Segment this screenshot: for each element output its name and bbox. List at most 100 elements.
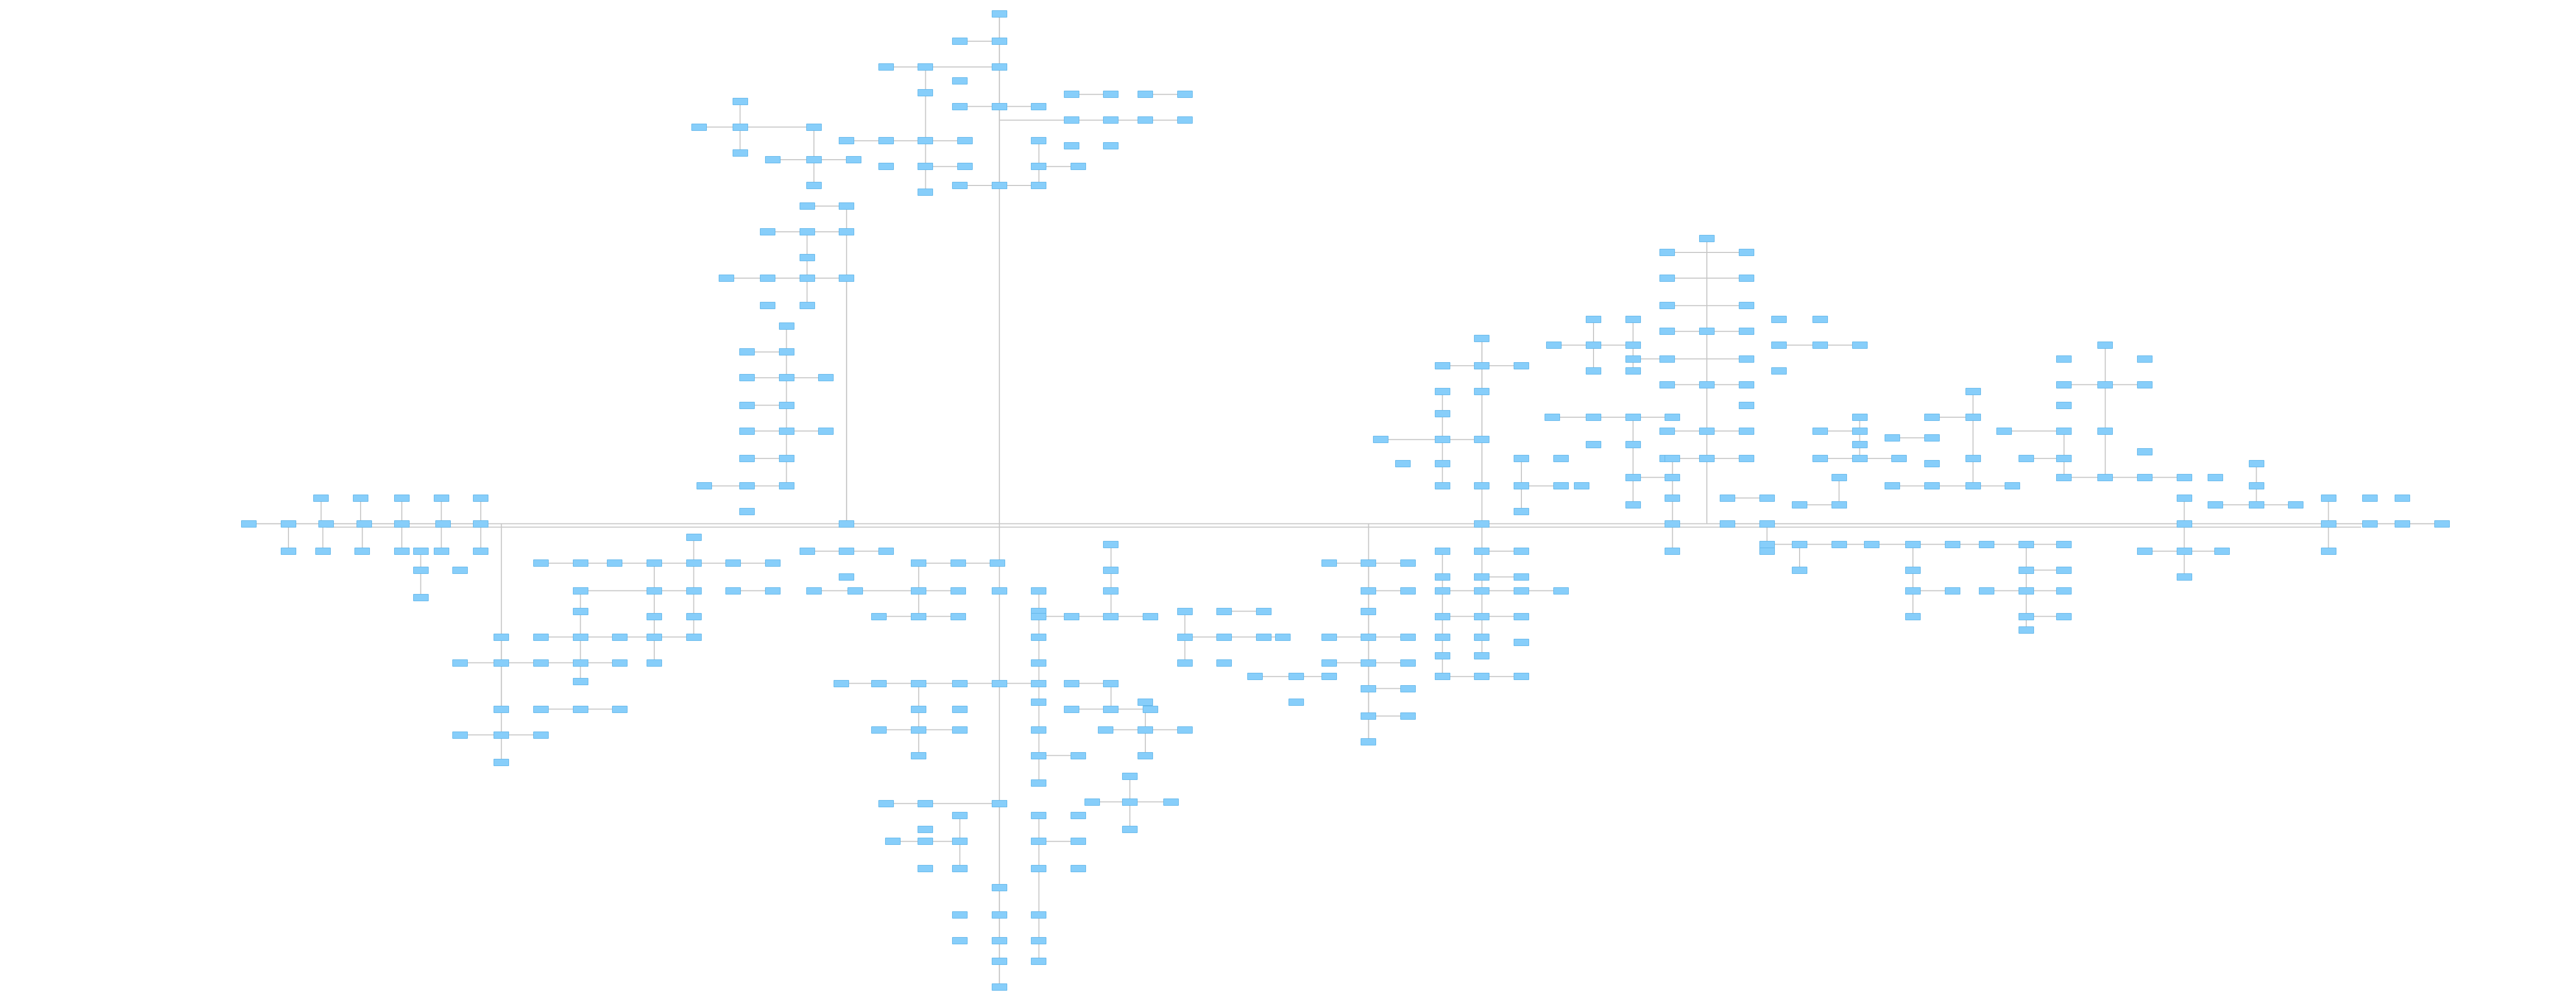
mind-map-node[interactable]: [533, 659, 549, 667]
mind-map-node[interactable]: [2056, 355, 2072, 363]
mind-map-node[interactable]: [1071, 752, 1086, 759]
mind-map-node[interactable]: [1138, 116, 1153, 124]
mind-map-node[interactable]: [2019, 541, 2034, 548]
mind-map-node[interactable]: [353, 495, 368, 502]
mind-map-node[interactable]: [739, 402, 755, 409]
mind-map-node[interactable]: [1275, 634, 1291, 641]
mind-map-node[interactable]: [2137, 548, 2153, 555]
mind-map-node[interactable]: [918, 800, 933, 807]
mind-map-node[interactable]: [2137, 355, 2153, 363]
mind-map-node[interactable]: [952, 680, 968, 687]
mind-map-node[interactable]: [952, 865, 968, 872]
mind-map-node[interactable]: [911, 587, 926, 595]
mind-map-node[interactable]: [686, 534, 702, 541]
mind-map-node[interactable]: [1064, 91, 1079, 98]
mind-map-node[interactable]: [760, 228, 775, 235]
mind-map-node[interactable]: [2177, 495, 2192, 502]
mind-map-node[interactable]: [1625, 441, 1641, 448]
mind-map-node[interactable]: [839, 573, 854, 581]
mind-map-node[interactable]: [1474, 587, 1489, 595]
mind-map-node[interactable]: [1031, 865, 1046, 872]
mind-map-node[interactable]: [1891, 455, 1907, 462]
mind-map-node[interactable]: [1665, 455, 1680, 462]
mind-map-node[interactable]: [394, 495, 410, 502]
mind-map-node[interactable]: [779, 482, 794, 489]
mind-map-node[interactable]: [413, 594, 429, 601]
mind-map-node[interactable]: [1924, 414, 1940, 421]
mind-map-node[interactable]: [2249, 460, 2264, 467]
mind-map-node[interactable]: [315, 548, 331, 555]
mind-map-node[interactable]: [2056, 381, 2072, 388]
mind-map-node[interactable]: [951, 587, 966, 595]
mind-map-node[interactable]: [1031, 937, 1046, 944]
mind-map-node[interactable]: [1474, 362, 1489, 369]
mind-map-node[interactable]: [1514, 587, 1529, 595]
mind-map-node[interactable]: [1720, 520, 1735, 528]
mind-map-node[interactable]: [848, 587, 863, 595]
mind-map-node[interactable]: [1771, 367, 1787, 375]
mind-map-node[interactable]: [992, 680, 1007, 687]
mind-map-node[interactable]: [1905, 567, 1921, 574]
mind-map-node[interactable]: [1474, 482, 1489, 489]
mind-map-node[interactable]: [1699, 328, 1715, 335]
mind-map-node[interactable]: [952, 77, 968, 84]
mind-map-node[interactable]: [1474, 520, 1489, 528]
mind-map-node[interactable]: [871, 680, 887, 687]
mind-map-node[interactable]: [1474, 613, 1489, 620]
mind-map-node[interactable]: [2019, 455, 2034, 462]
mind-map-node[interactable]: [1103, 587, 1118, 595]
mind-map-node[interactable]: [2321, 520, 2336, 528]
mind-map-node[interactable]: [473, 548, 488, 555]
mind-map-node[interactable]: [1514, 548, 1529, 555]
mind-map-node[interactable]: [1699, 455, 1715, 462]
mind-map-node[interactable]: [839, 137, 854, 144]
mind-map-node[interactable]: [957, 137, 973, 144]
mind-map-node[interactable]: [2097, 428, 2113, 435]
mind-map-node[interactable]: [952, 911, 968, 919]
mind-map-node[interactable]: [992, 182, 1007, 189]
mind-map-node[interactable]: [818, 428, 834, 435]
mind-map-node[interactable]: [739, 428, 755, 435]
mind-map-node[interactable]: [2097, 381, 2113, 388]
mind-map-node[interactable]: [800, 254, 815, 261]
mind-map-node[interactable]: [1064, 116, 1079, 124]
mind-map-node[interactable]: [2362, 520, 2378, 528]
mind-map-node[interactable]: [1216, 634, 1232, 641]
mind-map-node[interactable]: [1771, 316, 1787, 323]
mind-map-node[interactable]: [1177, 659, 1193, 667]
mind-map-node[interactable]: [1665, 414, 1680, 421]
mind-map-node[interactable]: [992, 911, 1007, 919]
mind-map-node[interactable]: [1031, 812, 1046, 819]
mind-map-node[interactable]: [952, 706, 968, 713]
mind-map-node[interactable]: [1031, 634, 1046, 641]
mind-map-node[interactable]: [2177, 520, 2192, 528]
mind-map-node[interactable]: [885, 838, 901, 845]
mind-map-node[interactable]: [1659, 275, 1675, 282]
mind-map-node[interactable]: [992, 800, 1007, 807]
mind-map-node[interactable]: [779, 455, 794, 462]
mind-map-node[interactable]: [2056, 541, 2072, 548]
mind-map-node[interactable]: [1659, 249, 1675, 256]
mind-map-node[interactable]: [1546, 342, 1562, 349]
mind-map-node[interactable]: [1031, 911, 1046, 919]
mind-map-node[interactable]: [1965, 414, 1981, 421]
mind-map-node[interactable]: [725, 559, 741, 567]
mind-map-node[interactable]: [612, 706, 628, 713]
mind-map-node[interactable]: [1435, 634, 1450, 641]
mind-map-node[interactable]: [878, 63, 894, 71]
mind-map-node[interactable]: [1739, 275, 1754, 282]
mind-map-node[interactable]: [911, 680, 926, 687]
mind-map-node[interactable]: [1098, 726, 1113, 734]
mind-map-node[interactable]: [1885, 434, 1900, 441]
mind-map-node[interactable]: [733, 98, 748, 105]
mind-map-node[interactable]: [1812, 342, 1828, 349]
mind-map-node[interactable]: [647, 613, 662, 620]
mind-map-node[interactable]: [1400, 634, 1416, 641]
mind-map-node[interactable]: [1031, 587, 1046, 595]
mind-map-node[interactable]: [686, 634, 702, 641]
mind-map-node[interactable]: [1361, 608, 1376, 615]
mind-map-node[interactable]: [1361, 587, 1376, 595]
mind-map-node[interactable]: [1665, 520, 1680, 528]
mind-map-node[interactable]: [1395, 460, 1411, 467]
mind-map-node[interactable]: [2177, 474, 2192, 481]
